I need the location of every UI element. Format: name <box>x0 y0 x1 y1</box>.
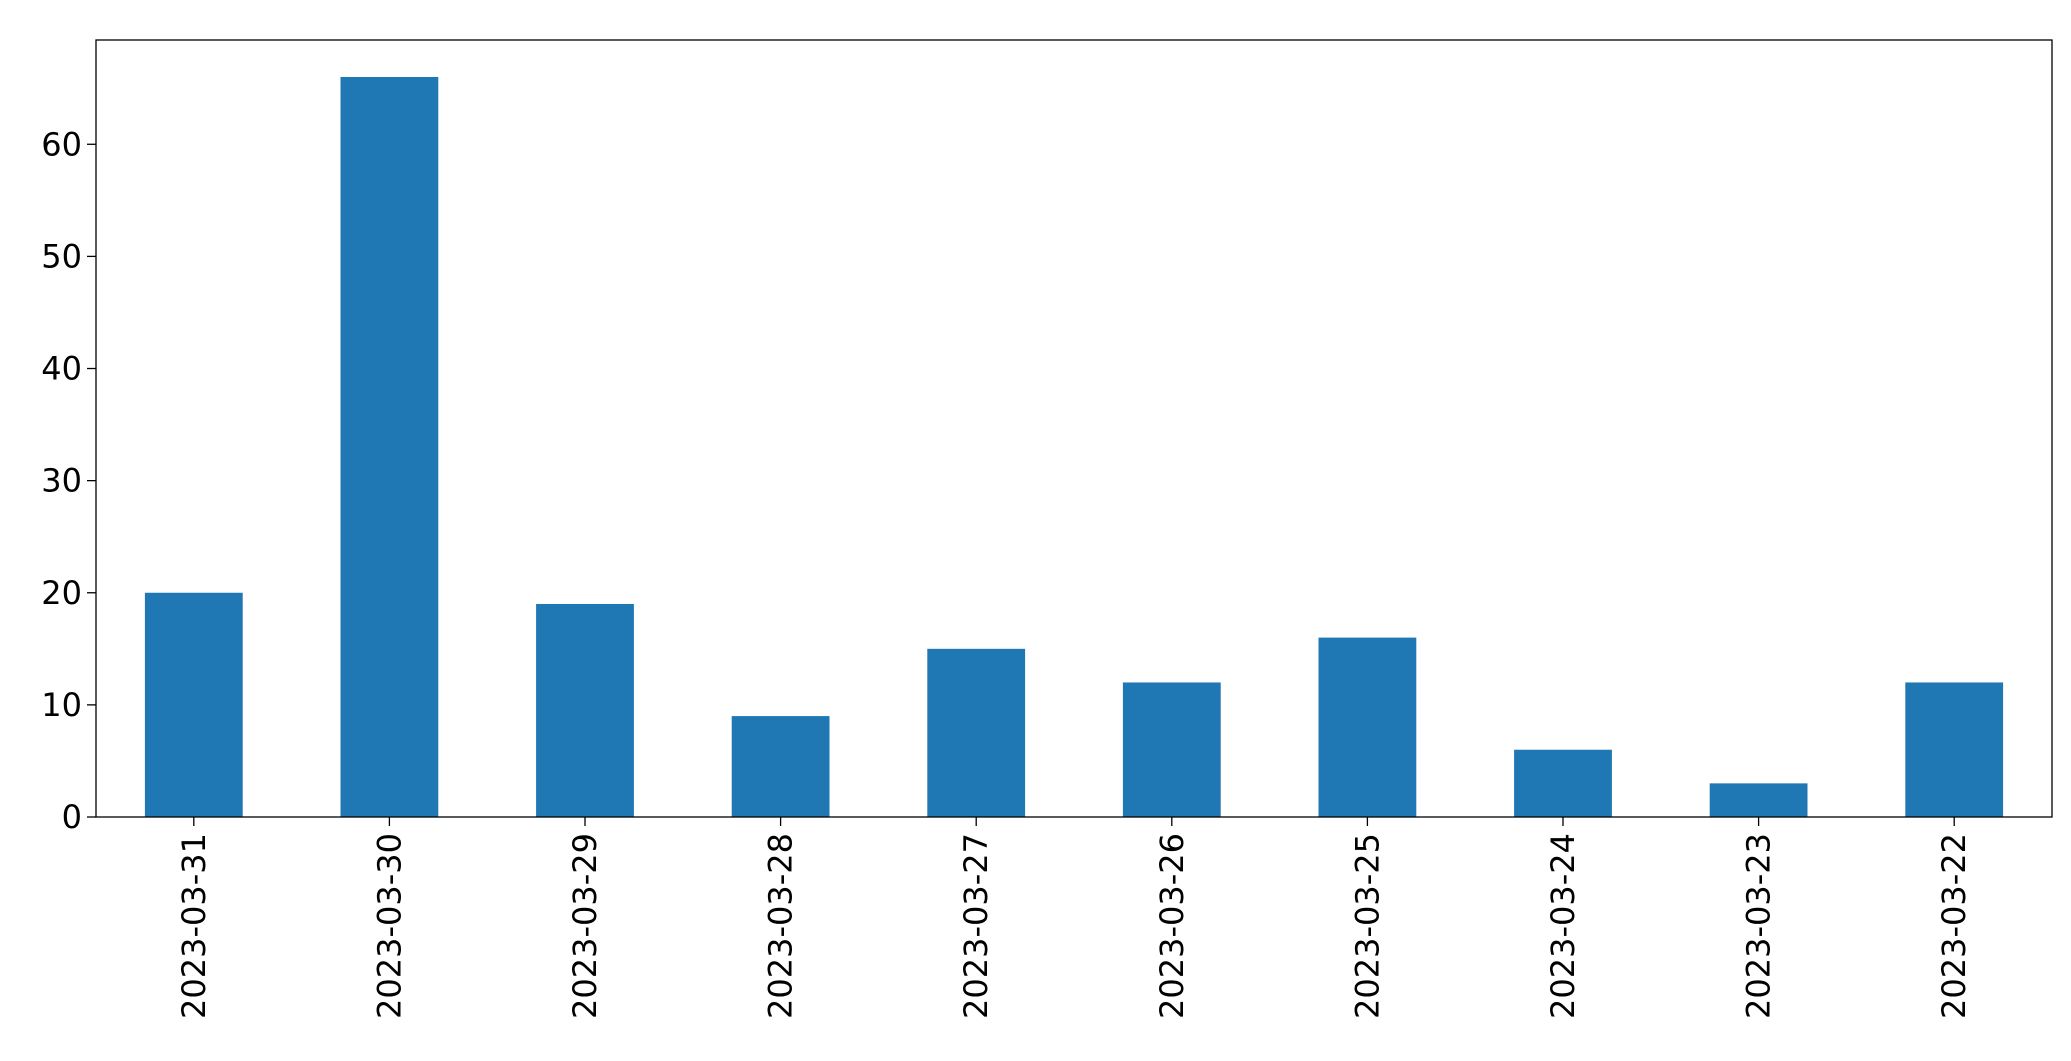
bar <box>144 592 243 817</box>
x-tick-label: 2023-03-29 <box>566 833 604 1019</box>
bar <box>1514 749 1612 817</box>
bar <box>1122 682 1221 817</box>
x-tick-label: 2023-03-23 <box>1740 833 1778 1019</box>
y-tick-label: 0 <box>62 798 82 836</box>
bar <box>536 603 634 817</box>
bar <box>1709 783 1808 817</box>
bar <box>1318 637 1417 817</box>
bar <box>340 77 439 817</box>
x-tick-label: 2023-03-25 <box>1348 833 1386 1019</box>
x-tick-label: 2023-03-27 <box>957 833 995 1019</box>
x-tick-label: 2023-03-28 <box>762 833 800 1019</box>
plot-frame <box>95 39 2053 818</box>
x-tick-label: 2023-03-22 <box>1935 833 1973 1019</box>
x-tick-label: 2023-03-30 <box>370 833 408 1019</box>
y-tick-label: 30 <box>41 462 82 500</box>
y-tick-label: 60 <box>41 125 82 163</box>
bar <box>731 716 830 817</box>
y-tick-label: 10 <box>41 686 82 724</box>
bar <box>1905 682 2004 817</box>
y-tick-label: 40 <box>41 350 82 388</box>
x-tick-label: 2023-03-26 <box>1153 833 1191 1019</box>
y-tick-label: 50 <box>41 237 82 275</box>
x-tick-label: 2023-03-31 <box>175 833 213 1019</box>
x-tick-label: 2023-03-24 <box>1544 833 1582 1019</box>
y-tick-label: 20 <box>41 574 82 612</box>
bar <box>927 648 1026 817</box>
